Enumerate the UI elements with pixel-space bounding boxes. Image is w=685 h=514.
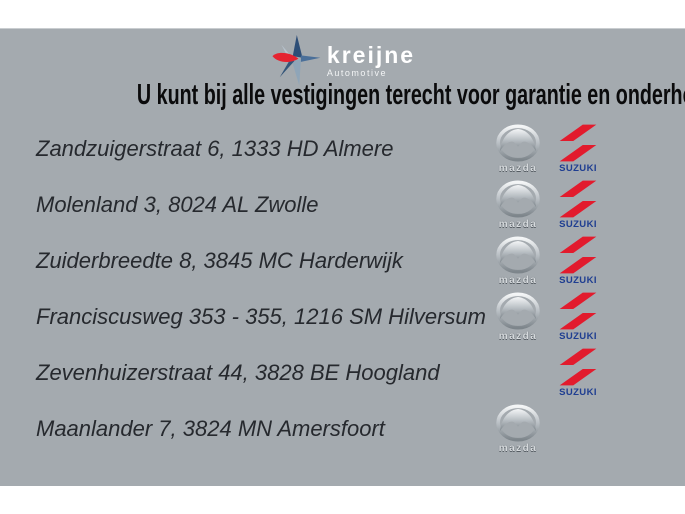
mazda-wordmark: mazda (498, 331, 538, 342)
suzuki-s-icon (559, 292, 597, 330)
brand-logos: mazda SUZUKI (492, 236, 604, 286)
location-address: Zandzuigerstraat 6, 1333 HD Almere (36, 136, 394, 161)
suzuki-logo: SUZUKI (552, 292, 604, 342)
location-row: Zevenhuizerstraat 44, 3828 BE Hoogland m… (0, 345, 685, 401)
mazda-emblem-icon (496, 236, 540, 274)
mazda-wordmark: mazda (498, 443, 538, 454)
location-row: Zuiderbreedte 8, 3845 MC Harderwijk mazd… (0, 233, 685, 289)
brand-logos: mazda SUZUKI (492, 348, 604, 398)
page-title: U kunt bij alle vestigingen terecht voor… (0, 79, 685, 112)
locations-list: Zandzuigerstraat 6, 1333 HD Almere mazda (0, 121, 685, 457)
kreijne-star-icon (272, 35, 321, 86)
location-address: Zuiderbreedte 8, 3845 MC Harderwijk (36, 248, 403, 273)
suzuki-logo: SUZUKI (552, 348, 604, 398)
mazda-logo: mazda (492, 180, 544, 230)
location-address: Zevenhuizerstraat 44, 3828 BE Hoogland (36, 360, 440, 385)
suzuki-wordmark: SUZUKI (559, 219, 597, 230)
suzuki-s-icon (559, 348, 597, 386)
brand-logos: mazda SUZUKI (492, 180, 604, 230)
suzuki-wordmark: SUZUKI (559, 163, 597, 174)
suzuki-s-icon (559, 180, 597, 218)
page-title-text: U kunt bij alle vestigingen terecht voor… (136, 79, 685, 111)
mazda-emblem-icon (496, 292, 540, 330)
mazda-emblem-icon (496, 124, 540, 162)
location-row: Zandzuigerstraat 6, 1333 HD Almere mazda (0, 121, 685, 177)
brand-name: kreijne (326, 42, 416, 68)
brand-header: kreijne Automotive (0, 35, 685, 87)
mazda-logo: mazda (492, 236, 544, 286)
mazda-logo: mazda (492, 292, 544, 342)
mazda-logo: mazda (492, 404, 544, 454)
suzuki-logo: SUZUKI (552, 180, 604, 230)
suzuki-s-icon (559, 236, 597, 274)
mazda-wordmark: mazda (498, 219, 538, 230)
mazda-emblem-icon (496, 404, 540, 442)
brand-logos: mazda SUZUKI (492, 124, 604, 174)
location-row: Franciscusweg 353 - 355, 1216 SM Hilvers… (0, 289, 685, 345)
suzuki-wordmark: SUZUKI (559, 331, 597, 342)
suzuki-wordmark: SUZUKI (559, 387, 597, 398)
gray-panel: kreijne Automotive U kunt bij alle vesti… (0, 28, 685, 486)
location-address: Molenland 3, 8024 AL Zwolle (36, 192, 319, 217)
brand-subtitle: Automotive (326, 68, 387, 78)
suzuki-logo: SUZUKI (552, 236, 604, 286)
suzuki-wordmark: SUZUKI (559, 275, 597, 286)
location-address: Maanlander 7, 3824 MN Amersfoort (36, 416, 385, 441)
brand-logos: mazda SUZUKI (492, 292, 604, 342)
mazda-emblem-icon (496, 180, 540, 218)
location-row: Molenland 3, 8024 AL Zwolle mazda (0, 177, 685, 233)
location-address: Franciscusweg 353 - 355, 1216 SM Hilvers… (36, 304, 486, 329)
mazda-wordmark: mazda (498, 275, 538, 286)
suzuki-s-icon (559, 124, 597, 162)
location-row: Maanlander 7, 3824 MN Amersfoort mazda (0, 401, 685, 457)
brand-logos: mazda SUZUKI (492, 404, 604, 454)
mazda-wordmark: mazda (498, 163, 538, 174)
brand-text: kreijne Automotive (327, 43, 415, 79)
suzuki-logo: SUZUKI (552, 124, 604, 174)
mazda-logo: mazda (492, 124, 544, 174)
